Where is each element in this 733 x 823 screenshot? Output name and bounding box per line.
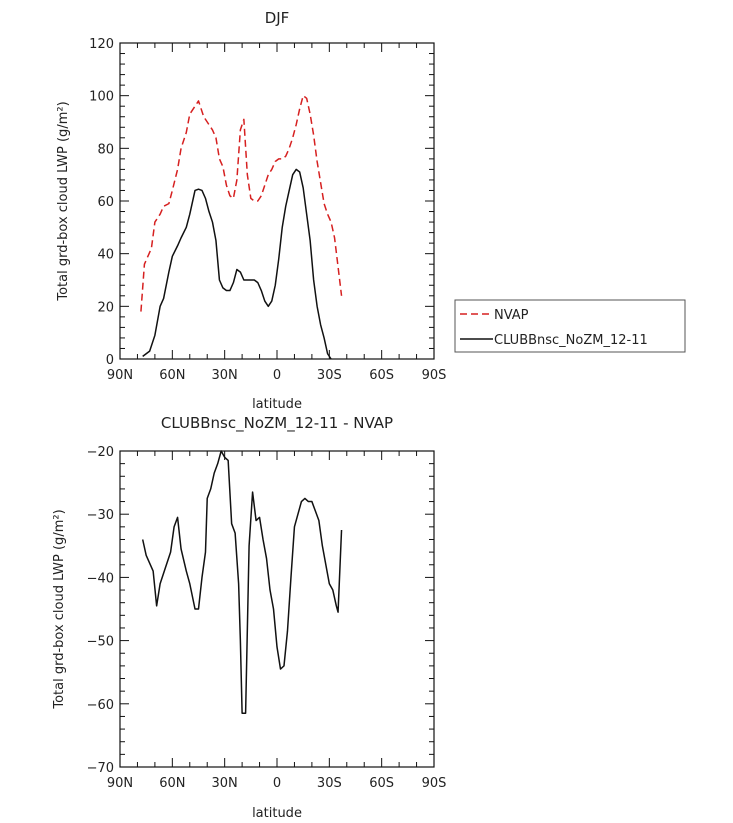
top-title: DJF: [265, 9, 290, 27]
top-panel: DJF Total grd-box cloud LWP (g/m²) 0 20 40…: [56, 9, 446, 412]
bottom-x-axis-label: latitude: [252, 806, 302, 821]
y-tick-label: 100: [89, 90, 114, 105]
bottom-gridlines: [119, 450, 435, 768]
x-tick-label: 30N: [212, 776, 238, 791]
x-tick-label: 30S: [317, 776, 342, 791]
y-tick-label: −70: [87, 761, 114, 776]
y-tick-label: −60: [87, 698, 114, 713]
y-tick-label: 40: [97, 248, 114, 263]
series-line-0: [140, 94, 343, 312]
bottom-series: [141, 450, 343, 715]
legend-box: [454, 299, 686, 353]
series-line-0: [141, 450, 343, 715]
x-tick-label: 60S: [369, 776, 394, 791]
y-tick-label: −30: [87, 508, 114, 523]
top-y-tick-labels: 0 20 40 60 80 100 120: [89, 37, 114, 368]
y-tick-label: 80: [97, 142, 114, 157]
y-tick-label: 120: [89, 37, 114, 52]
top-x-tick-labels: 90N 60N 30N 0 30S 60S 90S: [107, 368, 447, 383]
x-tick-label: 0: [273, 776, 281, 791]
y-tick-label: −40: [87, 571, 114, 586]
series-line-1: [142, 168, 332, 360]
bottom-x-tick-labels: 90N 60N 30N 0 30S 60S 90S: [107, 776, 447, 791]
top-gridlines: [119, 42, 435, 360]
y-tick-label: 60: [97, 195, 114, 210]
top-x-axis-label: latitude: [252, 397, 302, 412]
top-series: [140, 94, 343, 360]
bottom-title: CLUBBnsc_NoZM_12-11 - NVAP: [161, 414, 393, 433]
x-tick-label: 60N: [159, 776, 185, 791]
bottom-plot-frame: [119, 450, 435, 768]
x-tick-label: 90N: [107, 368, 133, 383]
y-tick-label: 0: [106, 353, 114, 368]
bottom-y-tick-labels: −70 −60 −50 −40 −30 −20: [87, 445, 114, 776]
x-tick-label: 60N: [159, 368, 185, 383]
x-tick-label: 90S: [422, 776, 447, 791]
x-tick-label: 0: [273, 368, 281, 383]
top-y-axis-label: Total grd-box cloud LWP (g/m²): [56, 101, 71, 301]
top-plot-frame: [119, 42, 435, 360]
x-tick-label: 90N: [107, 776, 133, 791]
x-tick-label: 30S: [317, 368, 342, 383]
y-tick-label: 20: [97, 300, 114, 315]
x-tick-label: 30N: [212, 368, 238, 383]
bottom-panel: CLUBBnsc_NoZM_12-11 - NVAP Total grd-box…: [52, 414, 446, 821]
legend-label-nvap: NVAP: [494, 308, 529, 323]
bottom-y-axis-label: Total grd-box cloud LWP (g/m²): [52, 509, 67, 709]
x-tick-label: 60S: [369, 368, 394, 383]
y-tick-label: −50: [87, 635, 114, 650]
y-tick-label: −20: [87, 445, 114, 460]
legend-label-clubb: CLUBBnsc_NoZM_12-11: [494, 333, 648, 348]
legend: NVAP CLUBBnsc_NoZM_12-11: [454, 299, 686, 353]
x-tick-label: 90S: [422, 368, 447, 383]
